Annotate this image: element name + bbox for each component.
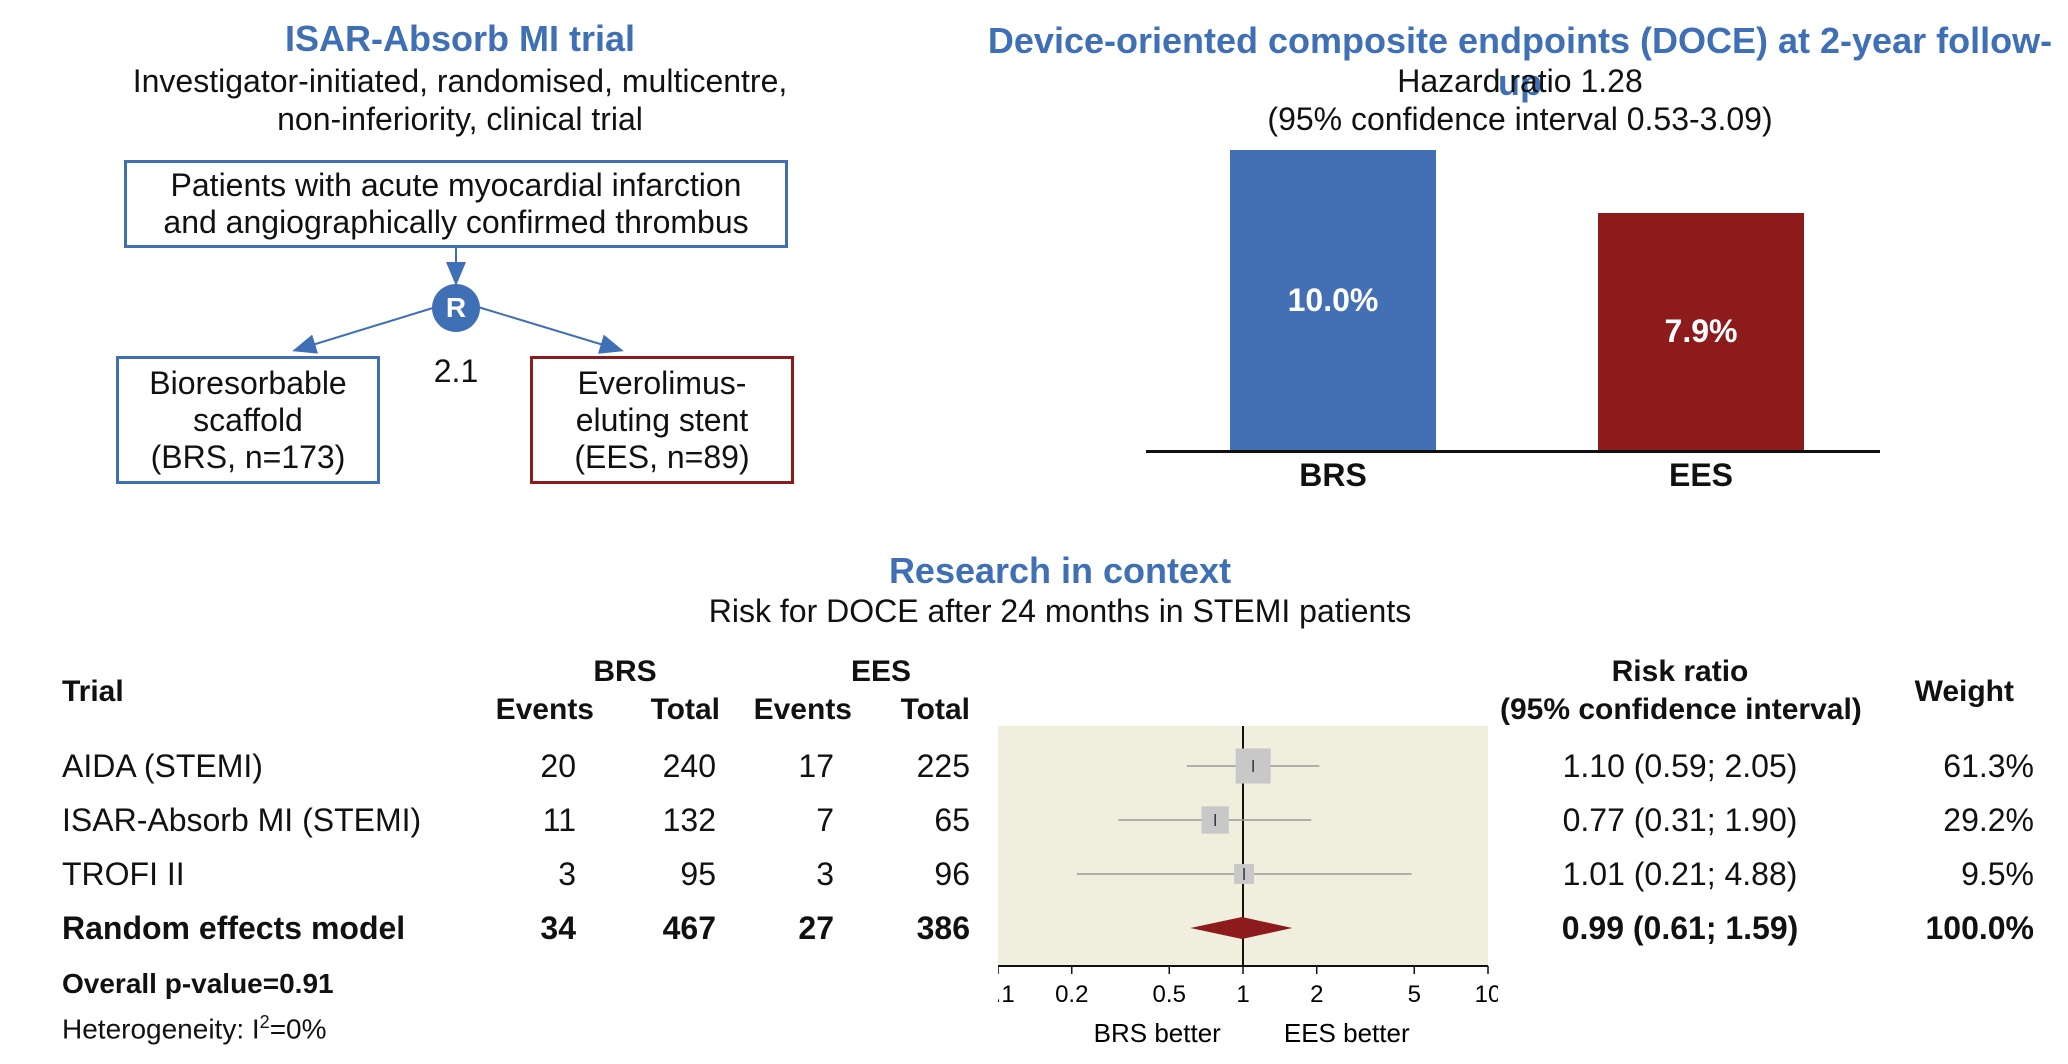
heterogeneity-suffix: =0% bbox=[269, 1013, 327, 1045]
row-brs-events: 3 bbox=[558, 856, 576, 892]
doce-hazard-ratio: Hazard ratio 1.28 bbox=[1397, 63, 1643, 99]
row-weight: 9.5% bbox=[1961, 856, 2034, 892]
trial-subtitle-line1: Investigator-initiated, randomised, mult… bbox=[132, 63, 788, 99]
summary-brs-events: 34 bbox=[540, 910, 576, 946]
heterogeneity-prefix: Heterogeneity: I bbox=[62, 1013, 260, 1045]
population-box: Patients with acute myocardial infarctio… bbox=[124, 160, 788, 248]
forest-tick-label: 5 bbox=[1408, 981, 1421, 1008]
row-trial: AIDA (STEMI) bbox=[62, 748, 263, 784]
population-line1: Patients with acute myocardial infarctio… bbox=[170, 167, 742, 203]
brs-arm-line2: scaffold bbox=[193, 401, 303, 438]
forest-tick-label: 1 bbox=[1236, 981, 1249, 1008]
row-rr: 0.77 (0.31; 1.90) bbox=[1562, 802, 1798, 838]
heterogeneity: Heterogeneity: I2=0% bbox=[62, 1002, 327, 1049]
doce-ci: (95% confidence interval 0.53-3.09) bbox=[1267, 101, 1773, 137]
forest-left-label: BRS better bbox=[1094, 1018, 1222, 1048]
row-rr: 1.01 (0.21; 4.88) bbox=[1562, 856, 1798, 892]
arrow-to-ees bbox=[477, 306, 624, 354]
header-brs: BRS bbox=[593, 655, 657, 688]
trial-subtitle-line2: non-inferiority, clinical trial bbox=[277, 101, 643, 137]
bar-category-brs: BRS bbox=[1299, 457, 1367, 493]
flow-arrows bbox=[292, 248, 624, 354]
row-rr: 1.10 (0.59; 2.05) bbox=[1562, 748, 1798, 784]
doce-bar-chart: 10.0% 7.9% bbox=[1146, 150, 1880, 450]
header-rr-line1: Risk ratio bbox=[1611, 655, 1749, 688]
ees-arm-box: Everolimus- eluting stent (EES, n=89) bbox=[530, 356, 794, 484]
row-ees-total: 96 bbox=[934, 856, 970, 892]
forest-plot: 0.1 0.2 0.5 1 2 5 10 BRS better EES better bbox=[998, 726, 1498, 1048]
bar-baseline bbox=[1146, 450, 1880, 453]
header-brs-events: Events bbox=[495, 693, 594, 726]
context-title: Research in context bbox=[888, 550, 1232, 591]
header-ees: EES bbox=[850, 655, 912, 688]
bar-brs-value-label: 10.0% bbox=[1287, 281, 1379, 318]
forest-tick-label: 0.2 bbox=[1055, 981, 1088, 1008]
overall-p-value: Overall p-value=0.91 bbox=[62, 968, 334, 999]
forest-right-label: EES better bbox=[1284, 1018, 1410, 1048]
row-weight: 61.3% bbox=[1943, 748, 2034, 784]
ees-arm-line1: Everolimus- bbox=[577, 364, 747, 401]
forest-tick-label: 0.5 bbox=[1153, 981, 1186, 1008]
summary-weight: 100.0% bbox=[1925, 910, 2034, 946]
brs-arm-line1: Bioresorbable bbox=[149, 364, 347, 401]
row-weight: 29.2% bbox=[1943, 802, 2034, 838]
summary-ees-events: 27 bbox=[798, 910, 834, 946]
heterogeneity-sup: 2 bbox=[259, 1012, 270, 1032]
row-brs-events: 11 bbox=[542, 802, 576, 838]
forest-pooled-diamond bbox=[1190, 917, 1293, 939]
bar-brs: 10.0% bbox=[1230, 150, 1436, 450]
header-ees-events: Events bbox=[753, 693, 852, 726]
doce-title: Device-oriented composite endpoints (DOC… bbox=[987, 20, 2053, 103]
header-weight: Weight bbox=[1914, 675, 2014, 708]
row-ees-total: 225 bbox=[916, 748, 970, 784]
row-brs-events: 20 bbox=[540, 748, 576, 784]
summary-ees-total: 386 bbox=[916, 910, 970, 946]
forest-tick-label: 10 bbox=[1475, 981, 1498, 1008]
forest-tick-label: 2 bbox=[1310, 981, 1323, 1008]
bar-ees: 7.9% bbox=[1598, 213, 1804, 450]
brs-arm-line3: (BRS, n=173) bbox=[150, 438, 346, 475]
trial-title: ISAR-Absorb MI trial bbox=[284, 18, 635, 59]
randomisation-circle: R bbox=[432, 284, 480, 332]
bar-ees-value-label: 7.9% bbox=[1664, 313, 1738, 349]
population-line2: and angiographically confirmed thrombus bbox=[163, 204, 749, 240]
arrow-to-brs bbox=[292, 306, 437, 354]
randomisation-ratio: 2.1 bbox=[433, 353, 479, 389]
row-brs-total: 95 bbox=[680, 856, 716, 892]
ees-arm-line2: eluting stent bbox=[575, 401, 749, 438]
forest-tick-label: 0.1 bbox=[998, 981, 1015, 1008]
header-ees-total: Total bbox=[900, 693, 970, 726]
summary-rr: 0.99 (0.61; 1.59) bbox=[1561, 910, 1799, 946]
context-subtitle: Risk for DOCE after 24 months in STEMI p… bbox=[708, 593, 1412, 629]
ees-arm-line3: (EES, n=89) bbox=[574, 438, 750, 475]
bar-category-ees: EES bbox=[1668, 457, 1734, 493]
row-ees-events: 7 bbox=[816, 802, 834, 838]
summary-brs-total: 467 bbox=[662, 910, 716, 946]
randomisation-label: R bbox=[445, 292, 467, 323]
summary-trial: Random effects model bbox=[62, 910, 406, 946]
row-ees-events: 17 bbox=[798, 748, 834, 784]
header-brs-total: Total bbox=[650, 693, 720, 726]
row-ees-total: 65 bbox=[934, 802, 970, 838]
row-brs-total: 132 bbox=[662, 802, 716, 838]
row-ees-events: 3 bbox=[816, 856, 834, 892]
row-brs-total: 240 bbox=[662, 748, 716, 784]
row-trial: ISAR-Absorb MI (STEMI) bbox=[62, 802, 422, 838]
row-trial: TROFI II bbox=[62, 856, 185, 892]
brs-arm-box: Bioresorbable scaffold (BRS, n=173) bbox=[116, 356, 380, 484]
header-rr-line2: (95% confidence interval) bbox=[1500, 693, 1862, 726]
header-trial: Trial bbox=[62, 675, 124, 708]
